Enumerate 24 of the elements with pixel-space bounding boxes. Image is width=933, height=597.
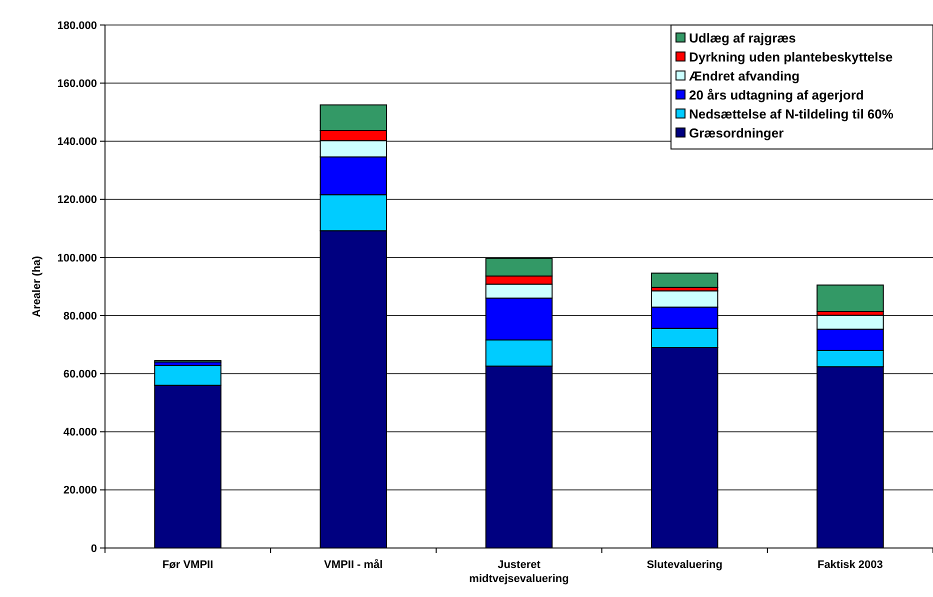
legend-label: Dyrkning uden plantebeskyttelse: [689, 50, 893, 65]
x-tick-label: Justeret midtvejsevaluering: [469, 559, 569, 585]
legend-label: Udlæg af rajgræs: [689, 30, 796, 46]
y-tick-label: 100.000: [57, 252, 97, 264]
bar: [816, 284, 884, 312]
legend-label: 20 års udtagning af agerjord: [689, 88, 864, 103]
y-axis-title: Arealer (ha): [31, 256, 43, 318]
bar: [650, 272, 718, 288]
x-tick-label: Slutevaluering: [646, 559, 722, 571]
y-tick-label: 40.000: [63, 426, 97, 439]
x-tick-label: Før VMPII: [162, 559, 214, 571]
y-tick-label: 20.000: [63, 484, 97, 497]
x-tick-label: Faktisk 2003: [817, 559, 883, 571]
y-tick-label: 80.000: [63, 310, 97, 322]
legend-label: Nedsættelse af N-tildeling til 60%: [689, 106, 894, 122]
x-tick-label: VMPII - mål: [324, 558, 383, 571]
legend-label: Ændret afvanding: [689, 68, 800, 84]
y-tick-label: 180.000: [57, 20, 97, 32]
y-tick-label: 140.000: [57, 136, 97, 148]
y-tick-label: 0: [90, 542, 97, 555]
legend-label: Græsordninger: [689, 126, 784, 141]
y-tick-label: 60.000: [63, 368, 97, 381]
y-tick-label: 120.000: [57, 194, 97, 206]
y-tick-label: 160.000: [57, 78, 97, 90]
